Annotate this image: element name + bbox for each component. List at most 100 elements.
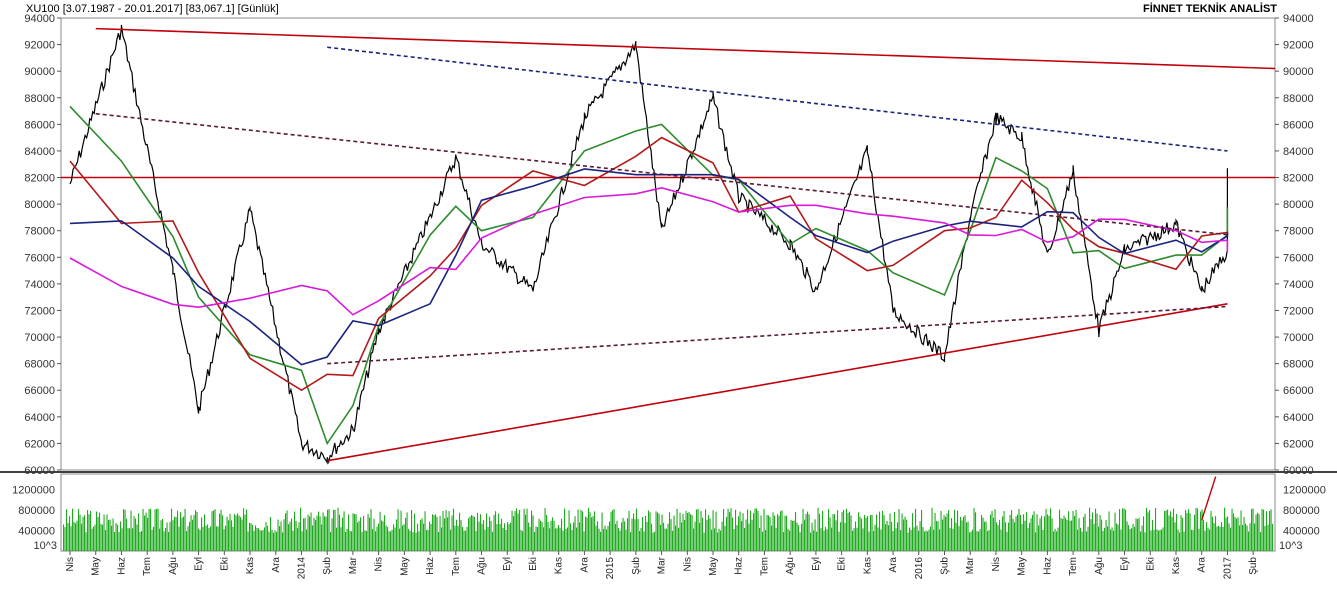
volume-bar [1053, 531, 1055, 551]
volume-bar [742, 513, 744, 551]
volume-bar [817, 507, 819, 551]
volume-bar [1060, 518, 1062, 551]
volume-bar [321, 524, 323, 551]
volume-bar [748, 523, 750, 551]
volume-bar [976, 531, 978, 551]
symbol: XU100 [26, 3, 60, 15]
volume-bar [1011, 510, 1013, 551]
volume-bar [882, 510, 884, 551]
x-tick-label: May [708, 557, 719, 576]
volume-bar [1140, 531, 1142, 551]
volume-bar [544, 508, 546, 551]
volume-bar [445, 510, 447, 551]
volume-bar [786, 515, 788, 551]
volume-bar [1249, 523, 1251, 551]
volume-bar [337, 507, 339, 551]
volume-bar [754, 508, 756, 551]
volume-bar [616, 520, 618, 551]
volume-bar [159, 528, 161, 551]
volume-bar [1051, 518, 1053, 551]
volume-bar [1239, 525, 1241, 551]
volume-bar [177, 510, 179, 551]
volume-bar [781, 510, 783, 551]
volume-bar [303, 518, 305, 551]
volume-bar [658, 513, 660, 551]
x-tick-label: Ara [888, 557, 899, 573]
x-tick-label: Şub [631, 557, 642, 575]
volume-bar [993, 517, 995, 551]
x-tick-label: 2017 [1222, 557, 1233, 580]
volume-bar [985, 521, 987, 551]
x-tick-label: Ara [271, 557, 282, 573]
volume-bar [787, 528, 789, 551]
volume-bar [378, 523, 380, 551]
volume-bar [819, 513, 821, 551]
y-tick-label: 84000 [1283, 146, 1314, 158]
volume-bar [469, 516, 471, 551]
y-tick-label: 64000 [1283, 412, 1314, 424]
x-tick-label: Eyl [502, 557, 513, 571]
volume-bar [1270, 509, 1272, 551]
volume-bar [84, 515, 86, 551]
volume-bar [793, 520, 795, 551]
volume-bar [1185, 510, 1187, 551]
volume-bar [903, 519, 905, 551]
volume-bar [672, 530, 674, 551]
volume-bar [478, 521, 480, 551]
volume-bar [126, 518, 128, 551]
volume-bar [355, 514, 357, 551]
volume-bar [654, 531, 656, 551]
volume-bar [745, 519, 747, 551]
chart-header: XU100 [3.07.1987 - 20.01.2017] [83,067.1… [26, 3, 279, 15]
volume-bar [178, 526, 180, 551]
y-tick-label: 62000 [24, 438, 55, 450]
volume-bar [796, 522, 798, 551]
volume-bar [1074, 515, 1076, 551]
volume-bar [888, 525, 890, 551]
volume-bar [538, 518, 540, 551]
volume-bar [936, 521, 938, 551]
volume-bar [621, 522, 623, 551]
volume-bar [1137, 519, 1139, 551]
y-tick-label: 80000 [1283, 199, 1314, 211]
volume-bar [375, 531, 377, 551]
volume-bar [267, 525, 269, 551]
volume-y-tick-label: 400000 [18, 525, 55, 537]
volume-bar [634, 519, 636, 551]
y-tick-label: 92000 [24, 40, 55, 52]
volume-bar [1050, 508, 1052, 551]
volume-bar [897, 522, 899, 551]
volume-bar [844, 522, 846, 551]
volume-bar [777, 514, 779, 551]
volume-bar [196, 512, 198, 551]
volume-bar [286, 510, 288, 551]
volume-bar [625, 529, 627, 551]
volume-bar [145, 512, 147, 551]
volume-bar [852, 530, 854, 551]
volume-bar [517, 513, 519, 551]
volume-bar [633, 513, 635, 551]
volume-bar [1095, 508, 1097, 551]
volume-bar [1048, 515, 1050, 551]
volume-bar [373, 518, 375, 551]
x-tick-label: Haz [116, 557, 127, 575]
volume-bar [294, 511, 296, 551]
volume-bar [931, 507, 933, 551]
volume-bar [169, 521, 171, 551]
volume-trend-arrow [1201, 476, 1217, 521]
volume-bar [855, 521, 857, 551]
volume-bar [66, 509, 68, 551]
volume-bar [1224, 507, 1226, 551]
volume-bar [1014, 522, 1016, 551]
volume-bar [1261, 508, 1263, 551]
volume-bar [1012, 518, 1014, 551]
volume-bar [276, 531, 278, 551]
volume-bar [271, 529, 273, 551]
volume-bar [216, 526, 218, 551]
volume-bar [1221, 522, 1223, 551]
volume-bar [1114, 512, 1116, 551]
volume-bar [571, 529, 573, 551]
volume-bar [1111, 527, 1113, 551]
volume-bar [138, 513, 140, 551]
